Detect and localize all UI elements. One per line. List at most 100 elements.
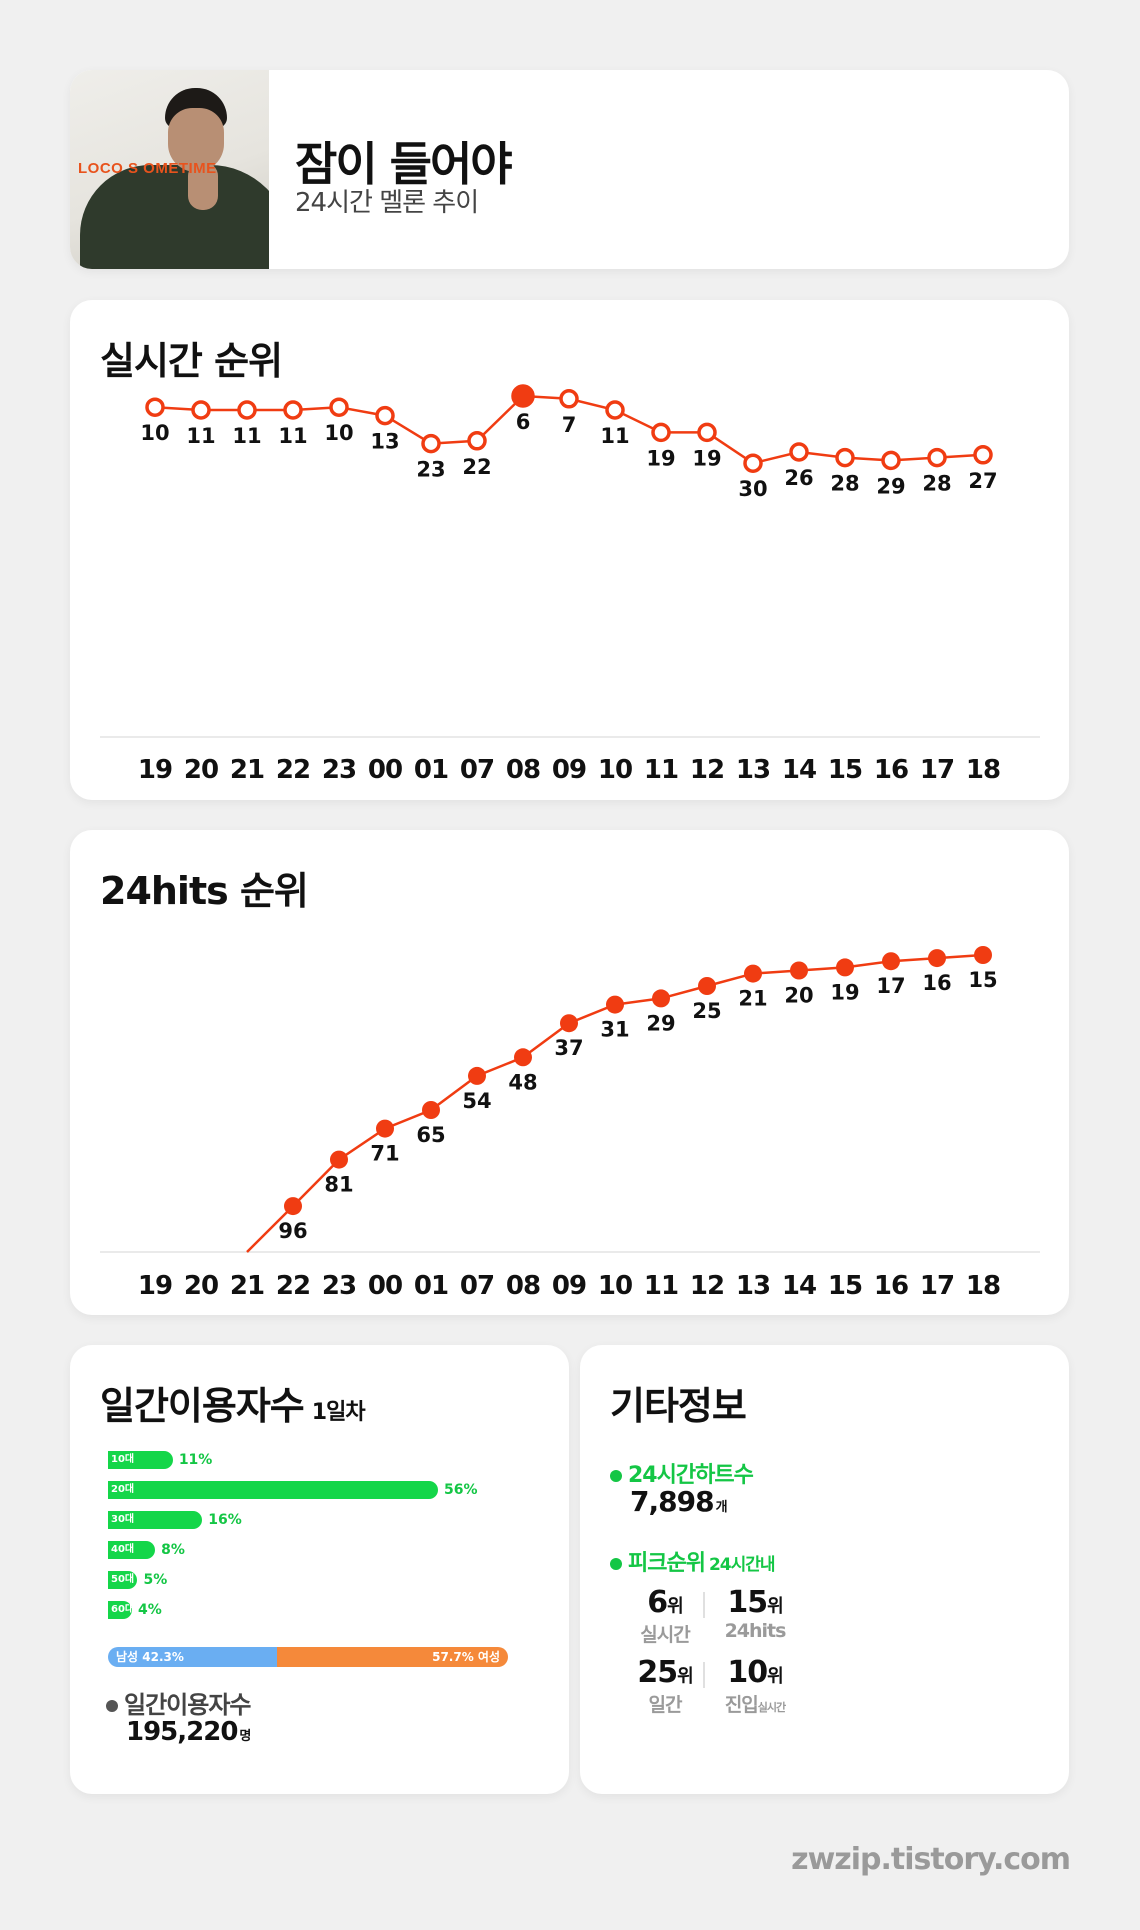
x-tick-label: 07 [460, 1271, 494, 1301]
peak-realtime-unit: 위 [667, 1596, 684, 1617]
realtime-value-label: 10 [140, 421, 169, 445]
peak-realtime-num: 6 [647, 1585, 668, 1620]
hits-value-label: 29 [646, 1011, 675, 1035]
peak-label-text: 피크순위 [628, 1551, 706, 1576]
age-pct-label: 16% [208, 1512, 242, 1528]
peak-realtime-label: 실시간 [640, 1624, 690, 1646]
hits-point [974, 946, 992, 964]
realtime-point [927, 447, 947, 468]
x-tick-label: 17 [920, 755, 954, 785]
realtime-value-label: 27 [968, 469, 997, 493]
hits-value-label: 54 [462, 1089, 491, 1113]
age-pct-label: 5% [143, 1572, 168, 1588]
hearts-number: 7,898 [630, 1485, 715, 1518]
realtime-point [881, 450, 901, 471]
peak-realtime: 6위 실시간 [605, 1585, 725, 1647]
realtime-point [375, 405, 395, 426]
realtime-point [697, 422, 717, 443]
x-tick-label: 12 [690, 755, 724, 785]
hits-point [836, 958, 854, 977]
realtime-point [605, 400, 625, 420]
realtime-point [329, 397, 349, 417]
peak-entry-unit: 위 [767, 1666, 784, 1687]
x-tick-label: 07 [460, 755, 494, 785]
hits-point [698, 977, 716, 995]
hits-point [422, 1101, 440, 1119]
x-tick-label: 15 [828, 1271, 862, 1301]
realtime-point [421, 433, 441, 454]
x-tick-label: 01 [414, 1271, 448, 1301]
realtime-value-label: 28 [922, 472, 951, 496]
x-tick-label: 18 [966, 1271, 1000, 1301]
hits-point [928, 949, 946, 968]
hits-value-label: 17 [876, 974, 905, 998]
hits-point [376, 1119, 394, 1138]
age-row: 20대 56% [108, 1481, 478, 1499]
cover-figure-face [168, 108, 224, 172]
daily-users-value: 195,220 명 [126, 1717, 251, 1747]
x-tick-label: 09 [552, 755, 586, 785]
x-tick-label: 23 [322, 755, 356, 785]
hearts-value: 7,898 개 [630, 1485, 728, 1518]
realtime-rank-chart: 10 19 11 20 11 21 11 22 10 23 13 00 23 01 22 07 6 08 7 09 11… [100, 384, 1040, 785]
age-pct-label: 56% [444, 1482, 478, 1498]
realtime-value-label: 13 [370, 430, 399, 454]
realtime-point [145, 397, 165, 417]
peak-hits-unit: 위 [767, 1596, 784, 1617]
age-bar: 50대 [108, 1571, 138, 1589]
realtime-value-label: 11 [186, 424, 215, 448]
daily-users-label: 일간이용자수 [106, 1685, 251, 1720]
hits-point [652, 989, 670, 1008]
x-tick-label: 15 [828, 755, 862, 785]
hits-rank-title: 24hits 순위 [100, 869, 309, 913]
x-tick-label: 22 [276, 1271, 310, 1301]
x-tick-label: 23 [322, 1271, 356, 1301]
realtime-value-label: 10 [324, 421, 353, 445]
hits-value-label: 19 [830, 980, 859, 1004]
daily-users-title-text: 일간이용자수 [100, 1384, 305, 1428]
hits-value-label: 25 [692, 999, 721, 1023]
hits-value-label: 31 [600, 1018, 629, 1042]
realtime-point [743, 453, 763, 473]
realtime-value-label: 23 [416, 458, 445, 482]
bullet-icon [610, 1470, 622, 1482]
hits-rank-card: 24hits 순위 19 20 21 96 22 81 23 71 00 65 01 54 07 48 08… [70, 830, 1069, 1315]
peak-entry-num: 10 [727, 1655, 768, 1690]
song-title: 잠이 들어야 [295, 137, 513, 191]
gender-bar: 남성 42.3% 57.7% 여성 [108, 1647, 508, 1667]
realtime-value-label: 22 [462, 455, 491, 479]
x-tick-label: 00 [368, 1271, 402, 1301]
peak-realtime-value: 6위 [605, 1585, 725, 1620]
hits-rank-chart: 19 20 21 96 22 81 23 71 00 65 01 54 07 48 08 37 09 31 10 29… [100, 946, 1040, 1301]
hits-value-label: 65 [416, 1123, 445, 1147]
age-row: 40대 8% [108, 1541, 185, 1559]
age-row: 10대 11% [108, 1451, 212, 1469]
hits-point [606, 995, 624, 1014]
realtime-point [283, 400, 303, 420]
realtime-point [467, 431, 487, 451]
age-row: 50대 5% [108, 1571, 167, 1589]
realtime-point [835, 447, 855, 468]
age-bar: 60대 [108, 1601, 134, 1619]
hits-point [284, 1197, 302, 1216]
peak-label: 피크순위 24시간내 [610, 1545, 776, 1577]
x-tick-label: 08 [506, 1271, 540, 1301]
realtime-value-label: 19 [646, 446, 675, 470]
x-tick-label: 22 [276, 755, 310, 785]
hits-point [744, 964, 762, 983]
peak-divider [703, 1662, 705, 1688]
x-tick-label: 21 [230, 755, 264, 785]
album-cover: LOCO S OMETIME [70, 70, 269, 269]
peak-entry-label: 진입실시간 [695, 1690, 815, 1717]
peak-hits-value: 15위 [695, 1585, 815, 1620]
x-tick-label: 01 [414, 755, 448, 785]
age-bar: 10대 [108, 1451, 173, 1469]
x-tick-label: 10 [598, 755, 632, 785]
hits-point [882, 952, 900, 971]
age-pct-label: 4% [138, 1602, 162, 1618]
daily-users-day: 1일차 [311, 1400, 366, 1425]
hearts-label: 24시간하트수 [610, 1457, 754, 1489]
x-tick-label: 11 [644, 1271, 678, 1301]
realtime-point [651, 422, 671, 443]
x-tick-label: 18 [966, 755, 1000, 785]
